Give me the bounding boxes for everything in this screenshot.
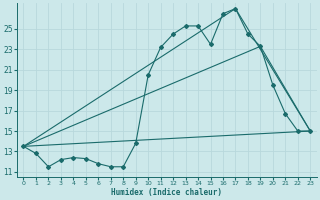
X-axis label: Humidex (Indice chaleur): Humidex (Indice chaleur) bbox=[111, 188, 222, 197]
